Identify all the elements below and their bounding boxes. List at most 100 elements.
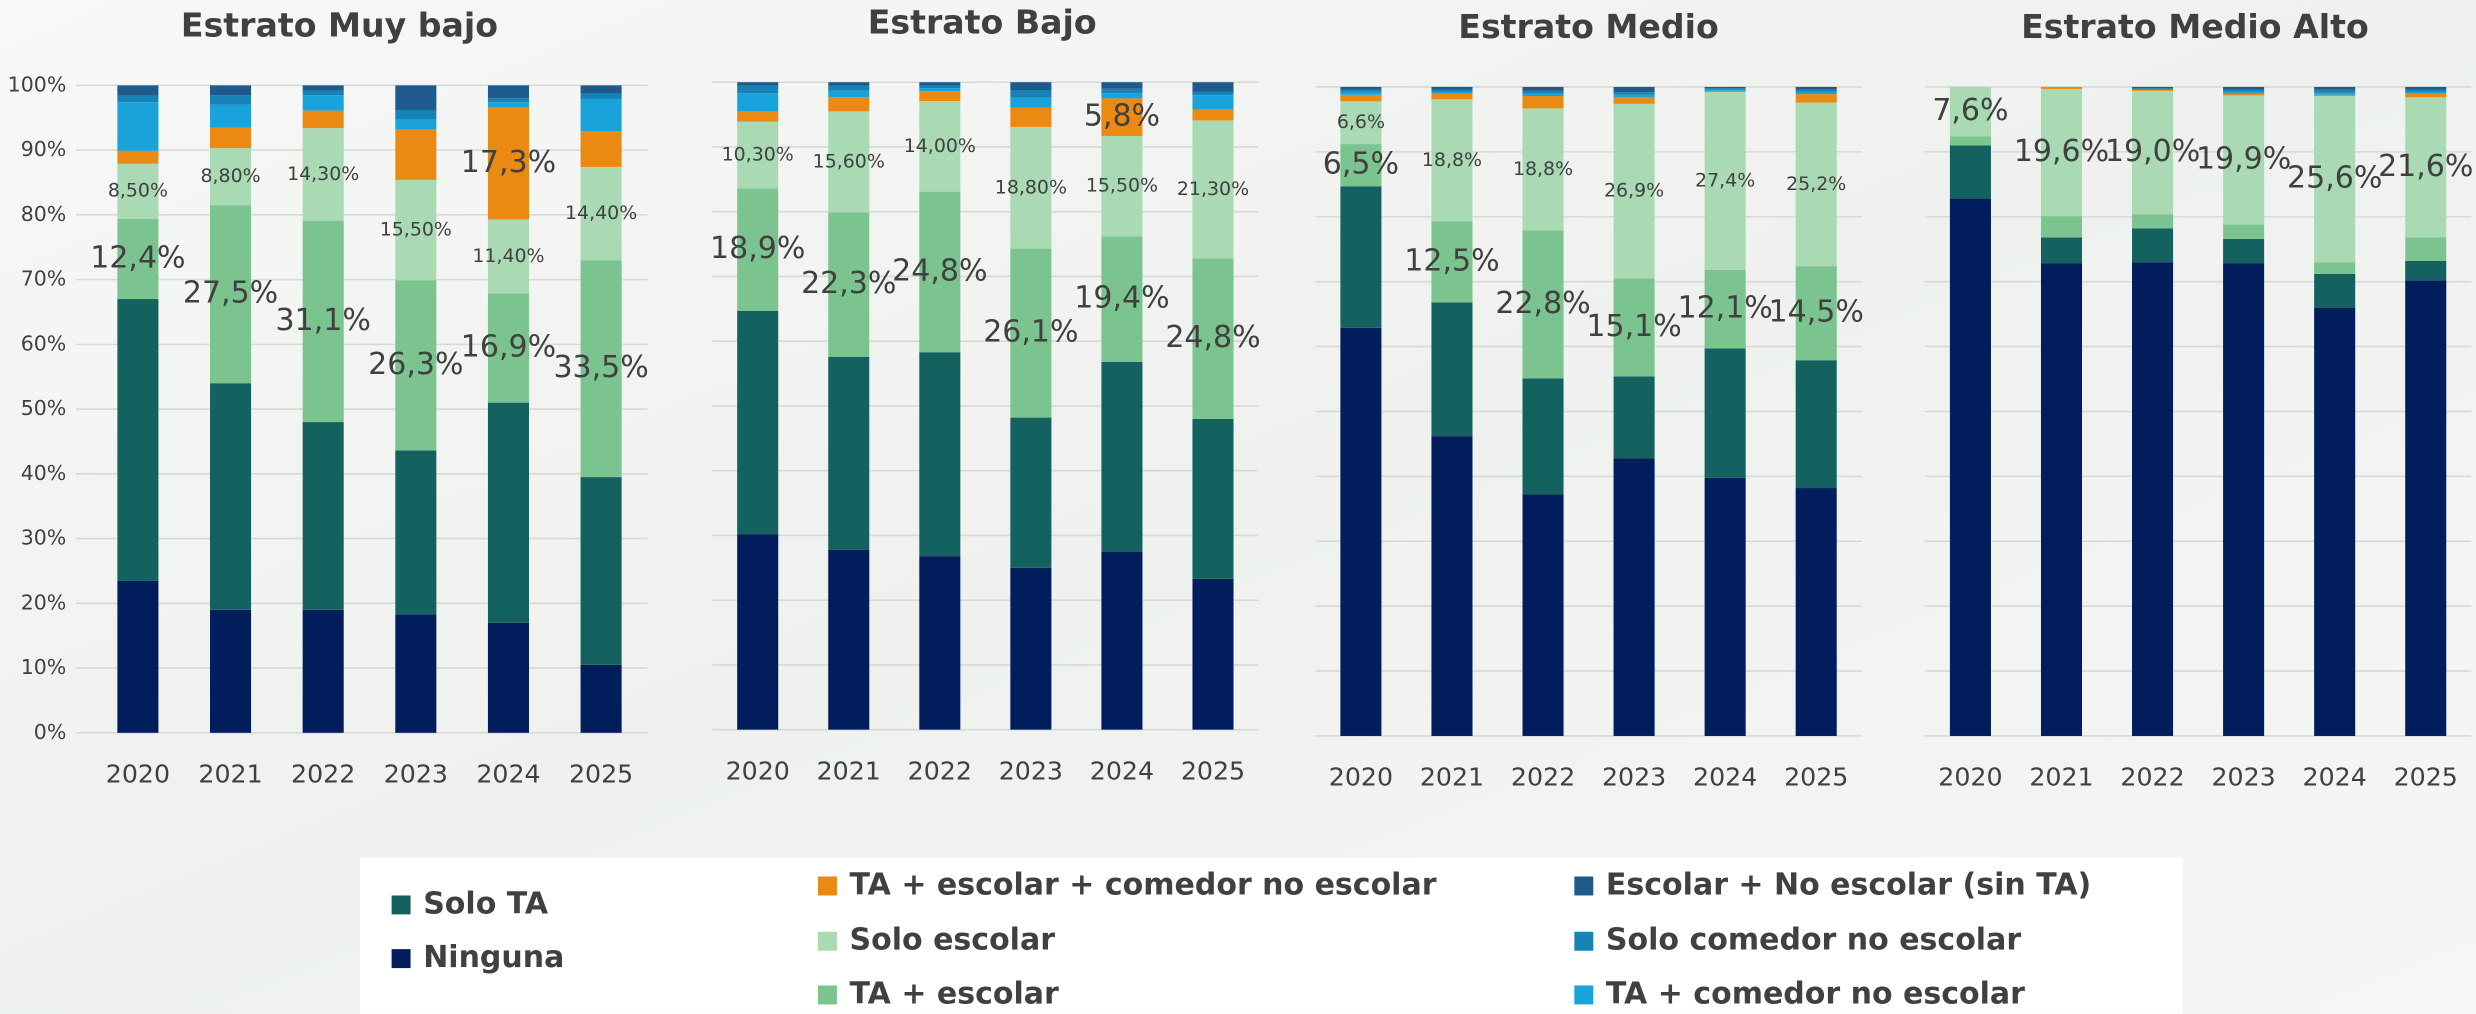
data-label: 12,1% bbox=[1677, 291, 1772, 326]
bar-segment bbox=[302, 85, 344, 91]
data-label: 24,8% bbox=[892, 253, 987, 288]
bar-segment bbox=[210, 95, 252, 105]
bar-segment bbox=[117, 299, 159, 581]
bar-segment bbox=[737, 111, 779, 122]
bar-segment bbox=[2132, 214, 2174, 229]
bar-segment bbox=[487, 402, 529, 623]
bar-segment bbox=[1192, 95, 1234, 110]
bar-segment bbox=[580, 93, 622, 99]
bar-segment bbox=[2405, 97, 2447, 238]
x-tick-label: 2023 bbox=[999, 756, 1063, 785]
bar-segment bbox=[1340, 94, 1382, 102]
bar-segment bbox=[1613, 458, 1655, 736]
y-tick-label: 60% bbox=[21, 331, 67, 355]
bar-segment bbox=[1431, 99, 1473, 222]
bar-segment bbox=[2223, 86, 2265, 90]
bar-segment bbox=[828, 90, 870, 98]
legend-label: TA + escolar + comedor no escolar bbox=[850, 867, 1437, 902]
bar-segment bbox=[1613, 278, 1655, 377]
bar-segment bbox=[828, 356, 870, 550]
data-label: 14,30% bbox=[287, 163, 359, 185]
bar-segment bbox=[737, 93, 779, 112]
bar-segment bbox=[1431, 86, 1473, 90]
legend-marker bbox=[391, 895, 411, 915]
bar-segment bbox=[395, 85, 437, 110]
bar-segment bbox=[1010, 107, 1052, 127]
x-tick-label: 2024 bbox=[1090, 756, 1154, 785]
bar-segment bbox=[395, 119, 437, 130]
data-label: 11,40% bbox=[472, 245, 544, 267]
bar-segment bbox=[1192, 91, 1234, 96]
bar-segment bbox=[1101, 88, 1143, 94]
bar-segment bbox=[1795, 102, 1837, 267]
bar-segment bbox=[1949, 86, 1991, 137]
bar-segment bbox=[117, 95, 159, 103]
bar-segment bbox=[1522, 230, 1564, 379]
bar-segment bbox=[2314, 307, 2356, 736]
bar-segment bbox=[919, 82, 961, 86]
bar-segment bbox=[117, 102, 159, 151]
y-tick-label: 50% bbox=[21, 396, 67, 420]
legend-marker bbox=[817, 931, 837, 951]
x-tick-label: 2025 bbox=[569, 759, 633, 788]
bar-segment bbox=[487, 98, 529, 103]
bar-segment bbox=[302, 220, 344, 423]
data-label: 25,2% bbox=[1786, 173, 1846, 195]
bar-segment bbox=[1704, 269, 1746, 349]
legend-marker bbox=[817, 985, 837, 1005]
data-label: 18,8% bbox=[1513, 158, 1573, 180]
bar-segment bbox=[395, 109, 437, 120]
bar-segment bbox=[487, 102, 529, 108]
bar-segment bbox=[1522, 96, 1564, 109]
legend-label: Escolar + No escolar (sin TA) bbox=[1606, 867, 2091, 902]
x-tick-label: 2024 bbox=[2303, 763, 2367, 792]
x-tick-label: 2020 bbox=[1938, 763, 2002, 792]
bar-segment bbox=[1613, 97, 1655, 104]
bar-segment bbox=[580, 131, 622, 167]
legend-label: Solo TA bbox=[423, 886, 549, 921]
bar-segment bbox=[2405, 280, 2447, 736]
bar-segment bbox=[117, 85, 159, 96]
bar-segment bbox=[737, 121, 779, 189]
bar-segment bbox=[828, 82, 870, 86]
y-tick-label: 0% bbox=[34, 720, 67, 744]
bar-segment bbox=[919, 101, 961, 192]
data-label: 18,9% bbox=[710, 231, 805, 266]
bar-segment bbox=[1340, 89, 1382, 92]
bar-segment bbox=[919, 91, 961, 102]
bar-segment bbox=[302, 110, 344, 129]
data-label: 21,6% bbox=[2378, 149, 2473, 184]
bar-segment bbox=[487, 219, 529, 294]
bar-segment bbox=[1192, 418, 1234, 579]
bar-segment bbox=[117, 580, 159, 733]
bar-segment bbox=[2040, 237, 2083, 264]
bar-segment bbox=[210, 85, 252, 96]
bar-segment bbox=[2223, 93, 2265, 96]
bar-segment bbox=[395, 280, 437, 451]
bar-segment bbox=[117, 163, 159, 219]
x-tick-label: 2022 bbox=[291, 759, 355, 788]
bar-segment bbox=[1010, 417, 1052, 568]
data-label: 24,8% bbox=[1165, 320, 1260, 355]
bar-segment bbox=[737, 82, 779, 86]
data-label: 21,30% bbox=[1177, 178, 1249, 200]
bar-segment bbox=[1340, 144, 1382, 187]
x-tick-label: 2023 bbox=[2211, 763, 2275, 792]
legend-marker bbox=[1574, 985, 1594, 1005]
y-tick-label: 10% bbox=[21, 655, 67, 679]
bar-segment bbox=[487, 622, 529, 733]
bar-segment bbox=[1704, 90, 1746, 93]
bar-segment bbox=[2040, 88, 2083, 217]
x-tick-label: 2022 bbox=[1511, 763, 1575, 792]
bar-segment bbox=[210, 609, 252, 733]
bar-segment bbox=[1101, 98, 1143, 136]
x-tick-label: 2023 bbox=[1602, 763, 1666, 792]
bar-segment bbox=[1704, 92, 1746, 270]
bar-segment bbox=[1431, 302, 1473, 437]
chart-title: Estrato Medio Alto bbox=[2021, 7, 2369, 46]
bar-segment bbox=[2223, 263, 2265, 736]
x-tick-label: 2021 bbox=[817, 756, 881, 785]
data-label: 6,6% bbox=[1337, 111, 1385, 133]
bar-segment bbox=[828, 212, 870, 357]
